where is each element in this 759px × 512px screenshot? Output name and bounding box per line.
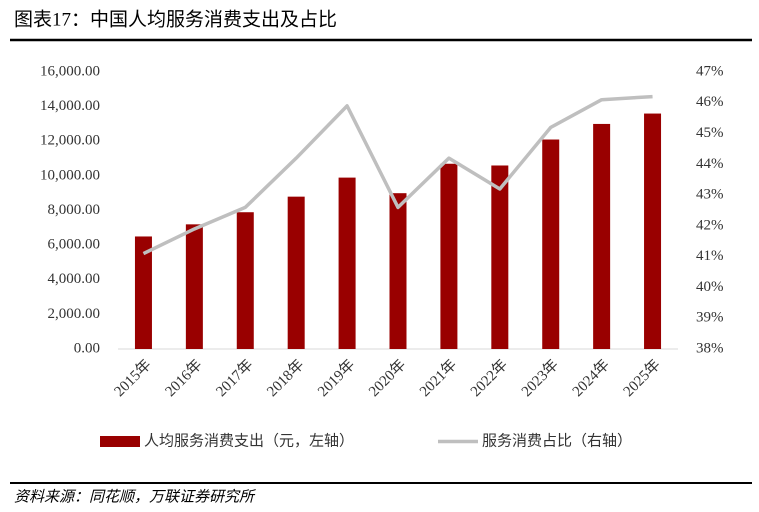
x-tick-label: 2017年 — [213, 356, 257, 400]
y2-tick-label: 42% — [696, 217, 724, 233]
x-tick-label: 2021年 — [416, 356, 460, 400]
y2-tick-label: 43% — [696, 187, 724, 203]
x-tick-label: 2015年 — [111, 356, 155, 400]
y-tick-label: 16,000.00 — [40, 63, 100, 79]
y-tick-label: 14,000.00 — [40, 98, 100, 114]
chart-title: 图表17：中国人均服务消费支出及占比 — [14, 8, 337, 30]
y-tick-label: 0.00 — [74, 340, 100, 356]
line — [142, 94, 653, 256]
y2-tick-label: 45% — [696, 125, 724, 141]
bar — [134, 236, 152, 349]
x-tick-label: 2023年 — [518, 356, 562, 400]
y2-tick-label: 39% — [696, 310, 724, 326]
x-tick-label: 2024年 — [569, 356, 613, 400]
y2-tick-label: 47% — [696, 63, 724, 79]
x-tick-label: 2016年 — [162, 356, 206, 400]
y2-tick-label: 38% — [696, 340, 724, 356]
x-tick-label: 2025年 — [620, 356, 664, 400]
y2-tick-label: 41% — [696, 248, 724, 264]
source: 资料来源：同花顺，万联证券研究所 — [14, 488, 256, 505]
legend-label: 人均服务消费支出（元，左轴） — [144, 432, 354, 449]
legend-swatch — [100, 436, 140, 447]
y-tick-label: 2,000.00 — [48, 306, 101, 322]
y-tick-label: 12,000.00 — [40, 133, 100, 149]
bar — [644, 113, 662, 349]
bar — [440, 163, 458, 349]
x-tick-label: 2018年 — [264, 356, 308, 400]
bar — [287, 196, 305, 349]
y-tick-label: 6,000.00 — [48, 237, 101, 253]
bar — [389, 193, 407, 349]
x-tick-label: 2022年 — [467, 356, 511, 400]
bar — [593, 123, 611, 349]
x-tick-label: 2019年 — [314, 356, 358, 400]
y-tick-label: 8,000.00 — [48, 202, 101, 218]
legend-label: 服务消费占比（右轴） — [482, 432, 632, 449]
y2-tick-label: 46% — [696, 94, 724, 110]
y-tick-label: 10,000.00 — [40, 167, 100, 183]
y2-tick-label: 44% — [696, 156, 724, 172]
bar — [338, 177, 356, 349]
y-tick-label: 4,000.00 — [48, 271, 101, 287]
y2-tick-label: 40% — [696, 279, 724, 295]
x-tick-label: 2020年 — [365, 356, 409, 400]
bar — [236, 212, 254, 349]
bar — [491, 165, 509, 349]
bar — [185, 224, 203, 349]
bar — [542, 139, 560, 349]
